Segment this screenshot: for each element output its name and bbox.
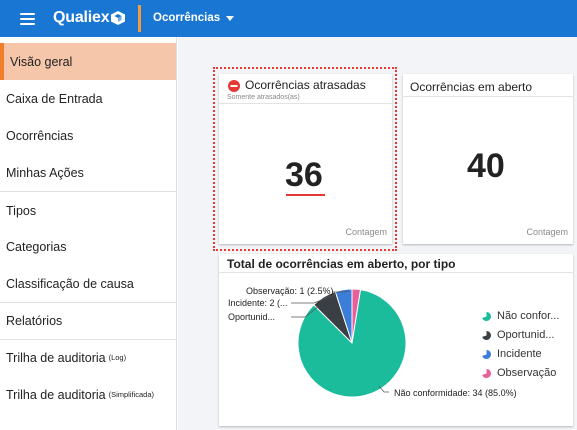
sidebar-item-label: Relatórios: [6, 313, 63, 328]
pie-chart: [291, 288, 407, 398]
by-type-card-title: Total de ocorrências em aberto, por tipo: [227, 257, 456, 271]
sidebar-item-label: Visão geral: [10, 54, 73, 69]
pie-slice-observa-o[interactable]: [351, 288, 362, 344]
sidebar-item-tipos[interactable]: Tipos: [0, 192, 176, 229]
legend-label: Não confor...: [497, 310, 560, 322]
slice-label-incidente: Incidente: 2 (...: [228, 298, 288, 308]
sidebar-item-label: Minhas Ações: [6, 165, 84, 180]
module-selector[interactable]: Ocorrências: [153, 12, 235, 24]
sidebar-item-label: Trilha de auditoria: [6, 387, 106, 402]
sidebar-item-classificacao-causa[interactable]: Classificação de causa: [0, 265, 176, 302]
legend-label: Incidente: [497, 348, 542, 360]
slice-label-nao-conformidade: Não conformidade: 34 (85.0%): [394, 388, 517, 398]
sidebar-item-relatorios[interactable]: Relatórios: [0, 302, 176, 339]
slice-label-oportunidade: Oportunid...: [228, 312, 276, 322]
selection-outline: [213, 67, 397, 251]
open-occurrences-card[interactable]: Ocorrências em aberto 40 Contagem: [403, 74, 573, 244]
sidebar-item-minhas-acoes[interactable]: Minhas Ações: [0, 154, 176, 191]
module-label: Ocorrências: [153, 12, 221, 24]
late-card-subtitle: Somente atrasados(as): [227, 94, 300, 101]
slice-label-observacao: Observação: 1 (2.5%): [246, 286, 334, 296]
slice-leader-line: [378, 385, 389, 393]
sidebar-divider: [0, 302, 176, 303]
legend-item-nao-conformidade[interactable]: Não confor...: [482, 310, 559, 322]
legend-pie-icon: [482, 349, 491, 359]
legend-label: Observação: [497, 367, 557, 379]
legend-item-incidente[interactable]: Incidente: [482, 348, 542, 360]
sidebar-item-categorias[interactable]: Categorias: [0, 228, 176, 265]
card-divider: [403, 96, 573, 97]
slice-leader-line: [291, 293, 337, 304]
late-card-title: Ocorrências atrasadas: [245, 78, 366, 92]
late-occurrences-card[interactable]: Ocorrências atrasadas Somente atrasados(…: [219, 74, 392, 244]
late-count-value: 36: [285, 156, 323, 194]
sidebar-item-ocorrencias[interactable]: Ocorrências: [0, 117, 176, 154]
sidebar-item-caixa-entrada[interactable]: Caixa de Entrada: [0, 80, 176, 117]
brand-name: Qualiex: [53, 9, 110, 26]
open-card-title: Ocorrências em aberto: [410, 80, 533, 94]
sidebar: Visão geral Caixa de Entrada Ocorrências…: [0, 37, 177, 430]
sidebar-item-suffix: (Simplificada): [108, 390, 155, 399]
slice-leader-line: [291, 305, 320, 318]
top-bar: Qualiex Ocorrências: [0, 0, 577, 37]
sidebar-item-label: Ocorrências: [6, 128, 74, 143]
topbar-divider: [138, 5, 141, 32]
sidebar-item-label: Classificação de causa: [6, 276, 134, 291]
late-card-footer: Contagem: [345, 227, 387, 237]
sidebar-divider: [0, 191, 176, 192]
legend-item-oportunidade[interactable]: Oportunid...: [482, 329, 554, 341]
no-entry-icon: [228, 80, 240, 92]
sidebar-item-trilha-log[interactable]: Trilha de auditoria (Log): [0, 339, 176, 376]
sidebar-divider: [0, 339, 176, 340]
card-divider: [219, 272, 573, 273]
chevron-down-icon: [226, 15, 235, 21]
sidebar-item-visao-geral[interactable]: Visão geral: [0, 43, 176, 80]
legend-item-observacao[interactable]: Observação: [482, 367, 556, 379]
sidebar-item-label: Tipos: [6, 203, 37, 218]
sidebar-item-label: Categorias: [6, 239, 67, 254]
legend-label: Oportunid...: [497, 329, 555, 341]
menu-icon[interactable]: [20, 13, 35, 25]
card-divider: [219, 103, 392, 104]
late-count-underline: [286, 194, 325, 196]
slice-leader-line: [333, 290, 350, 293]
open-card-footer: Contagem: [526, 227, 568, 237]
open-count-value: 40: [467, 147, 505, 185]
brand-logo[interactable]: Qualiex: [53, 9, 126, 27]
sidebar-item-label: Caixa de Entrada: [6, 91, 103, 106]
legend-pie-icon: [482, 368, 491, 378]
sidebar-item-label: Trilha de auditoria: [6, 350, 106, 365]
sidebar-item-trilha-simplificada[interactable]: Trilha de auditoria (Simplificada): [0, 376, 176, 413]
legend-pie-icon: [482, 330, 491, 340]
brand-cube-icon: [111, 11, 126, 25]
sidebar-item-suffix: (Log): [108, 353, 127, 362]
legend-pie-icon: [482, 311, 491, 321]
